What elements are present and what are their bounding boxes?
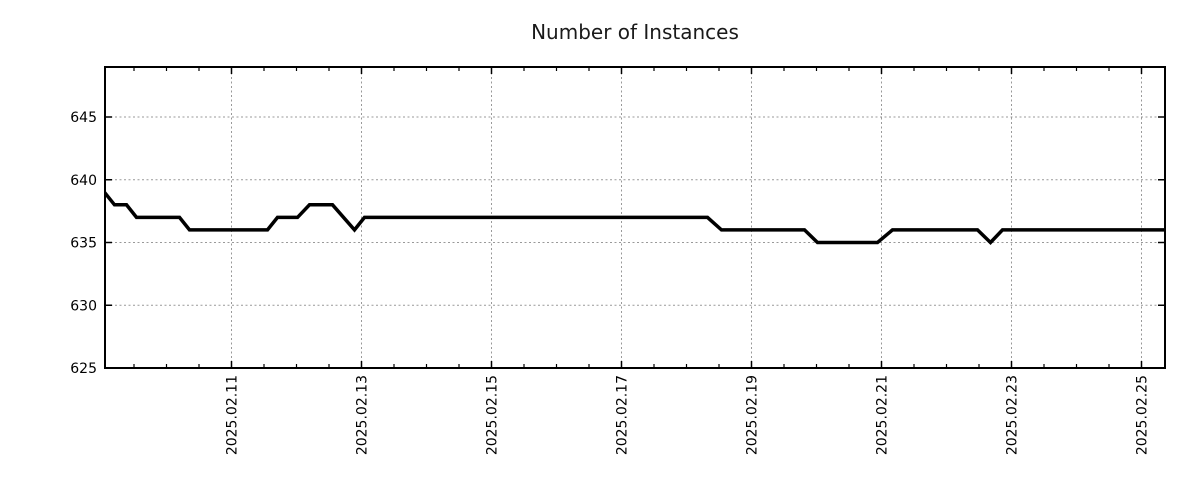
plot-border bbox=[104, 66, 1166, 369]
y-tick-label: 635 bbox=[70, 236, 97, 252]
y-tick-label: 640 bbox=[70, 173, 97, 189]
y-tick-label: 645 bbox=[70, 110, 97, 126]
x-tick-label: 2025.02.15 bbox=[485, 375, 501, 455]
y-tick-label: 630 bbox=[70, 298, 97, 314]
axis-labels-layer: 625 630 635 640 645 2025.02.11 2025.02.13 2025.… bbox=[70, 110, 1150, 455]
x-tick-label: 2025.02.19 bbox=[745, 375, 761, 455]
x-tick-label: 2025.02.25 bbox=[1135, 375, 1151, 455]
series-layer bbox=[105, 191, 1165, 245]
data-line bbox=[105, 191, 1165, 245]
x-tick-label: 2025.02.17 bbox=[615, 375, 631, 455]
chart-title: Number of Instances bbox=[531, 20, 739, 44]
x-tick-label: 2025.02.13 bbox=[355, 375, 371, 455]
x-tick-label: 2025.02.21 bbox=[875, 375, 891, 455]
y-tick-label: 625 bbox=[70, 361, 97, 377]
x-tick-label: 2025.02.11 bbox=[225, 375, 241, 455]
x-tick-label: 2025.02.23 bbox=[1005, 375, 1021, 455]
